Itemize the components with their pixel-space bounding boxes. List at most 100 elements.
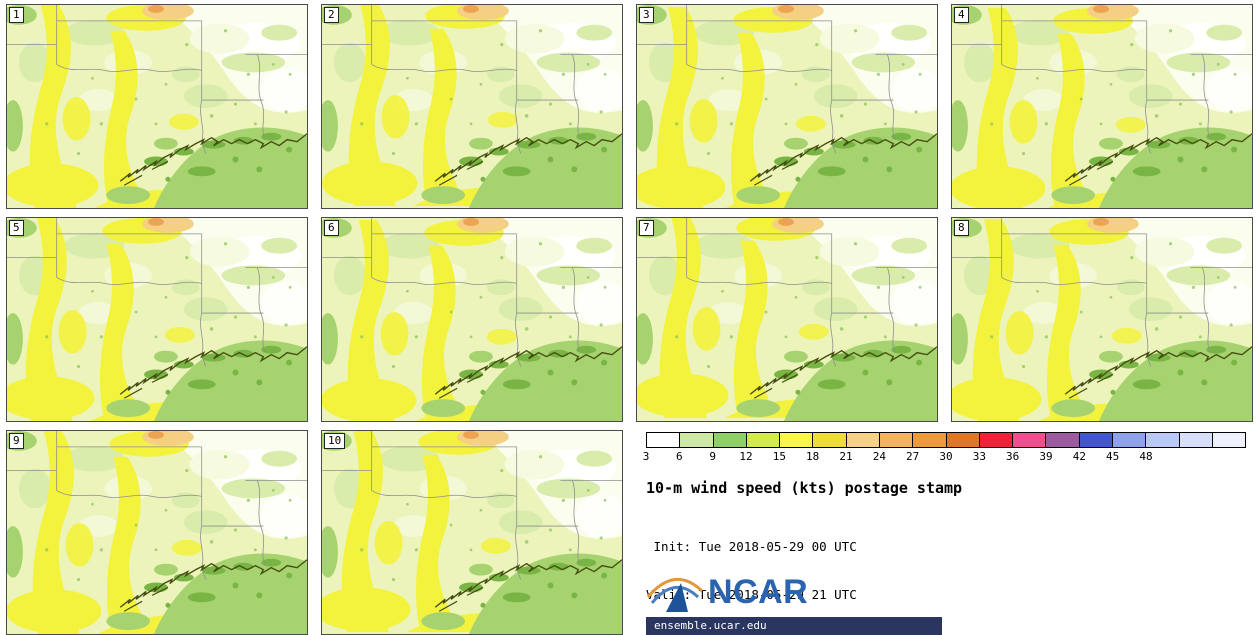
legend-segment: [1045, 433, 1079, 447]
state-borders: [952, 218, 1252, 367]
legend-segment: [647, 433, 680, 447]
yellow-field-layer: [7, 431, 257, 634]
stamp-grid: 3 6 9 12 15 18 21 24 27 30 33 36 39 42 45 48 10-m wind …: [6, 4, 1253, 635]
orange-patch-layer: [772, 5, 824, 20]
state-borders: [7, 431, 307, 580]
wind-speed-map: [637, 5, 937, 208]
speckle-layer: [675, 29, 922, 156]
panel-number-label: 5: [9, 220, 24, 236]
wind-speed-map: [7, 431, 307, 634]
light-green-layer: [333, 19, 613, 108]
speckle-layer: [45, 242, 292, 369]
state-borders: [322, 218, 622, 367]
wind-speed-legend: 3 6 9 12 15 18 21 24 27 30 33 36 39 42 45 48: [642, 432, 1253, 463]
legend-segment: [1012, 433, 1046, 447]
state-borders: [952, 5, 1252, 154]
light-green-layer: [963, 19, 1243, 108]
map-panel[interactable]: 9: [6, 430, 308, 635]
wind-speed-map: [952, 5, 1252, 208]
coastline: [749, 346, 937, 399]
legend-segment: [779, 433, 813, 447]
light-green-layer: [18, 19, 298, 108]
orange-patch-layer: [142, 431, 194, 446]
map-panel[interactable]: 2: [321, 4, 623, 209]
yellow-field-layer: [322, 431, 566, 633]
green-field-layer: [637, 218, 937, 421]
legend-tick-label: 24: [872, 450, 886, 463]
coastline: [434, 346, 622, 399]
run-times: Init: Tue 2018-05-29 00 UTC Valid: Tue 2…: [646, 507, 1253, 635]
legend-tick-label: 3: [642, 450, 650, 463]
legend-segment: [712, 433, 746, 447]
light-green-layer: [333, 232, 613, 321]
legend-tick-label: 27: [906, 450, 920, 463]
speckle-layer: [45, 29, 292, 156]
state-borders: [637, 218, 937, 367]
map-panel[interactable]: 5: [6, 217, 308, 422]
coastline: [119, 346, 307, 399]
speckle-layer: [360, 29, 607, 156]
legend-tick-label: 18: [806, 450, 820, 463]
map-panel[interactable]: 4: [951, 4, 1253, 209]
wind-speed-map: [322, 5, 622, 208]
coastline: [1064, 133, 1252, 186]
legend-segment: [812, 433, 846, 447]
panel-number-label: 9: [9, 433, 24, 449]
legend-segment: [1178, 433, 1212, 447]
legend-segment: [878, 433, 913, 447]
legend-tick-label: 6: [676, 450, 683, 463]
legend-segment: [745, 433, 780, 447]
legend-tick-label: 15: [772, 450, 786, 463]
coastline: [434, 133, 622, 186]
panel-number-label: 1: [9, 7, 24, 23]
wind-speed-map: [637, 218, 937, 421]
info-panel: 3 6 9 12 15 18 21 24 27 30 33 36 39 42 45 48 10-m wind …: [636, 430, 1253, 635]
map-panel[interactable]: 3: [636, 4, 938, 209]
map-panel[interactable]: 7: [636, 217, 938, 422]
panel-number-label: 4: [954, 7, 969, 23]
map-panel[interactable]: 8: [951, 217, 1253, 422]
legend-tick-label: 48: [1139, 450, 1153, 463]
wind-speed-map: [7, 5, 307, 208]
panel-number-label: 3: [639, 7, 654, 23]
legend-segment: [912, 433, 946, 447]
legend-segment: [978, 433, 1013, 447]
legend-tick-label: 36: [1006, 450, 1020, 463]
light-green-layer: [333, 445, 613, 534]
legend-segment: [679, 433, 713, 447]
legend-tick-label: 9: [709, 450, 716, 463]
orange-patch-layer: [457, 218, 509, 233]
panel-number-label: 8: [954, 220, 969, 236]
orange-patch-layer: [772, 218, 824, 233]
panel-number-label: 6: [324, 220, 339, 236]
state-borders: [322, 431, 622, 580]
ncar-branding: NCAR: [646, 571, 808, 613]
speckle-layer: [990, 29, 1237, 156]
coastline: [119, 559, 307, 612]
plot-title: 10-m wind speed (kts) postage stamp: [646, 479, 963, 497]
state-borders: [637, 5, 937, 154]
wind-speed-map: [322, 431, 622, 634]
ncar-wordmark: NCAR: [708, 572, 809, 611]
state-borders: [7, 218, 307, 367]
panel-number-label: 10: [324, 433, 346, 449]
green-field-layer: [322, 218, 622, 421]
legend-bar: [646, 432, 1246, 448]
orange-patch-layer: [142, 5, 194, 20]
coastline: [749, 133, 937, 186]
light-green-layer: [648, 232, 928, 321]
wind-speed-map: [322, 218, 622, 421]
legend-ticks: 3 6 9 12 15 18 21 24 27 30 33 36 39 42 45 48: [642, 448, 1246, 463]
coastline: [434, 559, 622, 612]
green-field-layer: [7, 5, 307, 208]
map-panel[interactable]: 6: [321, 217, 623, 422]
map-panel[interactable]: 1: [6, 4, 308, 209]
legend-tick-label: 30: [939, 450, 953, 463]
map-panel[interactable]: 10: [321, 430, 623, 635]
legend-tick-label: 21: [839, 450, 853, 463]
state-borders: [322, 5, 622, 154]
speckle-layer: [45, 455, 292, 582]
legend-tick-label: 39: [1039, 450, 1053, 463]
wind-speed-map: [952, 218, 1252, 421]
